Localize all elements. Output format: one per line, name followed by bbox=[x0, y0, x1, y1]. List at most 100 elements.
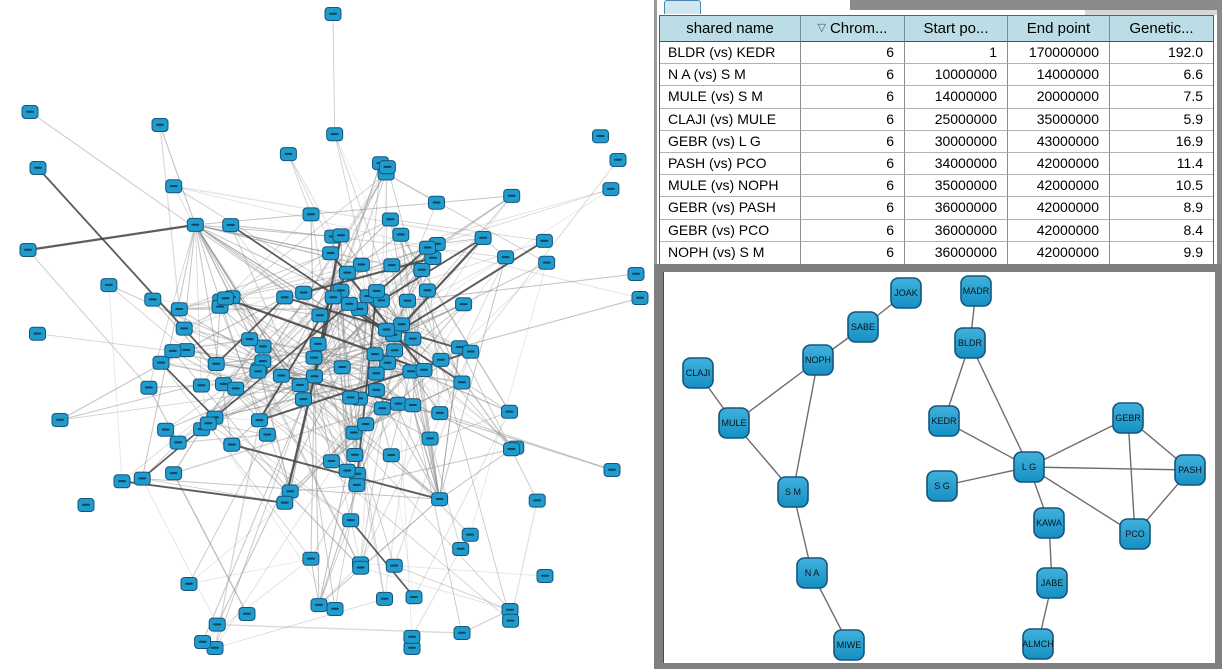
network-node[interactable] bbox=[367, 383, 385, 398]
network-node[interactable] bbox=[186, 217, 204, 232]
network-node[interactable] bbox=[373, 401, 391, 416]
network-node[interactable] bbox=[305, 350, 323, 365]
network-node[interactable] bbox=[418, 283, 436, 298]
table-cell[interactable]: 35000000 bbox=[1008, 108, 1110, 131]
table-cell[interactable]: GEBR (vs) PASH bbox=[660, 197, 801, 220]
network-node[interactable] bbox=[399, 293, 416, 308]
network-node[interactable] bbox=[238, 607, 256, 621]
table-cell[interactable]: 6.6 bbox=[1110, 64, 1213, 87]
column-header-genetic-[interactable]: Genetic... bbox=[1110, 16, 1213, 42]
network-node[interactable] bbox=[431, 406, 449, 421]
network-node[interactable] bbox=[295, 392, 312, 407]
network-node[interactable] bbox=[19, 243, 37, 257]
network-node-NA[interactable]: N A bbox=[796, 557, 828, 589]
network-node[interactable] bbox=[432, 352, 450, 367]
filtered-network-view[interactable]: JOAK SABE NOPH CLAJI MULE S M N A MIWE MADR BLDR K… bbox=[663, 272, 1215, 663]
network-node[interactable] bbox=[157, 422, 175, 437]
table-cell[interactable]: 42000000 bbox=[1008, 152, 1110, 176]
table-cell[interactable]: 6 bbox=[801, 108, 905, 131]
network-node[interactable] bbox=[431, 492, 449, 507]
table-cell[interactable]: NOPH (vs) S M bbox=[660, 241, 801, 264]
network-node[interactable] bbox=[29, 161, 47, 175]
network-node[interactable] bbox=[170, 302, 188, 317]
network-node[interactable] bbox=[455, 297, 473, 312]
table-panel-tab-stub[interactable] bbox=[664, 0, 701, 14]
network-node[interactable] bbox=[177, 343, 195, 358]
table-cell[interactable]: 10.5 bbox=[1110, 175, 1213, 198]
network-edge-NOPH-SM[interactable] bbox=[792, 359, 819, 493]
network-node-BLDR[interactable]: BLDR bbox=[954, 327, 986, 359]
network-node[interactable] bbox=[392, 227, 410, 242]
table-horizontal-scrollbar-track[interactable] bbox=[1085, 10, 1217, 15]
network-node[interactable] bbox=[333, 360, 351, 375]
table-cell[interactable]: 6 bbox=[801, 42, 905, 65]
table-cell[interactable]: PASH (vs) PCO bbox=[660, 152, 801, 176]
network-node[interactable] bbox=[382, 448, 400, 463]
network-node[interactable] bbox=[503, 442, 520, 457]
table-cell[interactable]: GEBR (vs) L G bbox=[660, 130, 801, 153]
network-node-LG[interactable]: L G bbox=[1013, 451, 1045, 483]
table-cell[interactable]: 42000000 bbox=[1008, 219, 1110, 242]
network-node[interactable] bbox=[428, 195, 445, 210]
table-cell[interactable]: MULE (vs) S M bbox=[660, 86, 801, 109]
network-node-KAWA[interactable]: KAWA bbox=[1033, 507, 1065, 539]
network-node[interactable] bbox=[424, 251, 442, 265]
network-node[interactable] bbox=[538, 255, 556, 270]
network-node[interactable] bbox=[368, 284, 386, 299]
network-node[interactable] bbox=[113, 474, 131, 489]
network-node[interactable] bbox=[180, 577, 198, 591]
network-node[interactable] bbox=[279, 147, 297, 162]
network-node[interactable] bbox=[326, 127, 344, 142]
column-header-shared-name[interactable]: shared name bbox=[660, 16, 801, 42]
table-cell[interactable]: 8.9 bbox=[1110, 197, 1213, 220]
network-node[interactable] bbox=[216, 291, 234, 306]
network-edge-GEBR-PCO[interactable] bbox=[1127, 417, 1136, 535]
network-node[interactable] bbox=[385, 558, 403, 573]
network-node[interactable] bbox=[379, 355, 397, 370]
network-node-JABE[interactable]: JABE bbox=[1036, 567, 1068, 599]
network-node[interactable] bbox=[403, 629, 421, 644]
network-node-MADR[interactable]: MADR bbox=[960, 275, 992, 307]
network-node[interactable] bbox=[310, 598, 328, 613]
table-cell[interactable]: 30000000 bbox=[905, 130, 1008, 153]
table-cell[interactable]: 25000000 bbox=[905, 108, 1008, 131]
network-node[interactable] bbox=[357, 417, 375, 432]
network-node[interactable] bbox=[378, 322, 395, 337]
table-cell[interactable]: 6 bbox=[801, 241, 905, 264]
network-node[interactable] bbox=[169, 435, 187, 450]
table-cell[interactable]: 170000000 bbox=[1008, 42, 1110, 65]
network-node[interactable] bbox=[77, 498, 95, 512]
network-edge-GEBR-LG[interactable] bbox=[1028, 417, 1129, 468]
network-node-PASH[interactable]: PASH bbox=[1174, 454, 1206, 486]
table-cell[interactable]: 9.9 bbox=[1110, 241, 1213, 264]
table-cell[interactable]: 6 bbox=[801, 197, 905, 220]
network-node[interactable] bbox=[165, 179, 183, 194]
network-edge-LG-PASH[interactable] bbox=[1028, 466, 1191, 471]
table-cell[interactable]: 42000000 bbox=[1008, 175, 1110, 198]
network-node[interactable] bbox=[276, 290, 294, 305]
table-cell[interactable]: 7.5 bbox=[1110, 86, 1213, 109]
network-node-SM[interactable]: S M bbox=[777, 476, 809, 508]
table-cell[interactable]: 36000000 bbox=[905, 197, 1008, 220]
table-cell[interactable]: 6 bbox=[801, 130, 905, 153]
network-node[interactable] bbox=[376, 591, 393, 606]
network-node[interactable] bbox=[378, 160, 396, 175]
network-node[interactable] bbox=[453, 375, 471, 390]
network-node[interactable] bbox=[51, 413, 69, 427]
table-cell[interactable]: BLDR (vs) KEDR bbox=[660, 42, 801, 65]
table-cell[interactable]: 6 bbox=[801, 64, 905, 87]
network-node[interactable] bbox=[453, 626, 471, 640]
network-node[interactable] bbox=[133, 471, 151, 486]
network-edge-LG-PCO[interactable] bbox=[1028, 466, 1136, 535]
network-node-JOAK[interactable]: JOAK bbox=[890, 277, 922, 309]
network-node-KEDR[interactable]: KEDR bbox=[928, 405, 960, 437]
network-node[interactable] bbox=[501, 404, 518, 419]
full-network-view[interactable] bbox=[0, 0, 655, 669]
network-node[interactable] bbox=[609, 153, 627, 167]
network-node[interactable] bbox=[338, 265, 356, 280]
network-node[interactable] bbox=[381, 212, 399, 227]
network-node[interactable] bbox=[249, 364, 267, 379]
network-node[interactable] bbox=[592, 129, 609, 144]
network-node[interactable] bbox=[302, 207, 320, 222]
network-node[interactable] bbox=[295, 285, 313, 300]
